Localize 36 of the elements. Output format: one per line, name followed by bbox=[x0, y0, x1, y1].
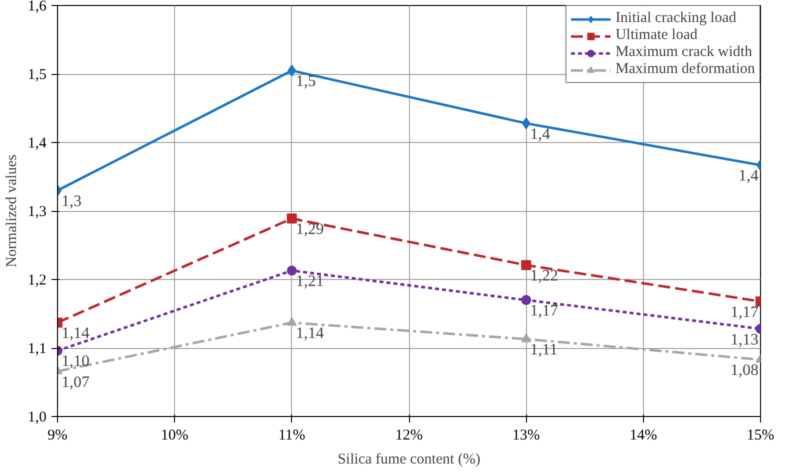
y-tick-label: 1,1 bbox=[28, 341, 46, 357]
data-label: 1,29 bbox=[296, 221, 324, 238]
y-tick-label: 1,5 bbox=[28, 67, 46, 83]
x-tick-label: 13% bbox=[512, 428, 540, 444]
y-tick-label: 1,2 bbox=[28, 272, 46, 288]
legend-label: Ultimate load bbox=[615, 27, 698, 44]
y-axis-title: Normalized values bbox=[4, 154, 20, 268]
data-label: 1,11 bbox=[530, 342, 558, 359]
y-tick-label: 1,0 bbox=[28, 410, 46, 426]
data-label: 1,10 bbox=[62, 353, 90, 370]
x-tick-label: 11% bbox=[278, 428, 306, 444]
data-label: 1,14 bbox=[296, 325, 324, 342]
data-label: 1,14 bbox=[62, 325, 90, 342]
data-label: 1,08 bbox=[730, 362, 758, 380]
x-tick-label: 12% bbox=[395, 428, 423, 444]
data-label: 1,17 bbox=[730, 304, 758, 321]
legend-label: Initial cracking load bbox=[615, 10, 736, 27]
data-label: 1,3 bbox=[62, 192, 82, 210]
y-tick-label: 1,6 bbox=[28, 0, 47, 14]
x-axis-title: Silica fume content (%) bbox=[338, 452, 480, 468]
x-tick-label: 10% bbox=[160, 428, 188, 444]
x-tick-label: 15% bbox=[746, 428, 774, 444]
legend-label: Maximum deformation bbox=[615, 61, 755, 78]
y-tick-label: 1,4 bbox=[28, 136, 47, 152]
data-label: 1,22 bbox=[530, 268, 558, 285]
legend-label: Maximum crack width bbox=[615, 44, 752, 61]
data-label: 1,5 bbox=[296, 73, 316, 90]
data-label: 1,4 bbox=[738, 168, 758, 185]
x-tick-label: 9% bbox=[48, 428, 68, 444]
data-label: 1,21 bbox=[296, 273, 324, 290]
y-tick-label: 1,3 bbox=[28, 204, 46, 220]
data-label: 1,07 bbox=[62, 374, 90, 391]
data-label: 1,17 bbox=[530, 302, 558, 320]
data-label: 1,4 bbox=[530, 126, 550, 143]
data-label: 1,13 bbox=[730, 331, 758, 348]
x-tick-label: 14% bbox=[630, 428, 658, 444]
